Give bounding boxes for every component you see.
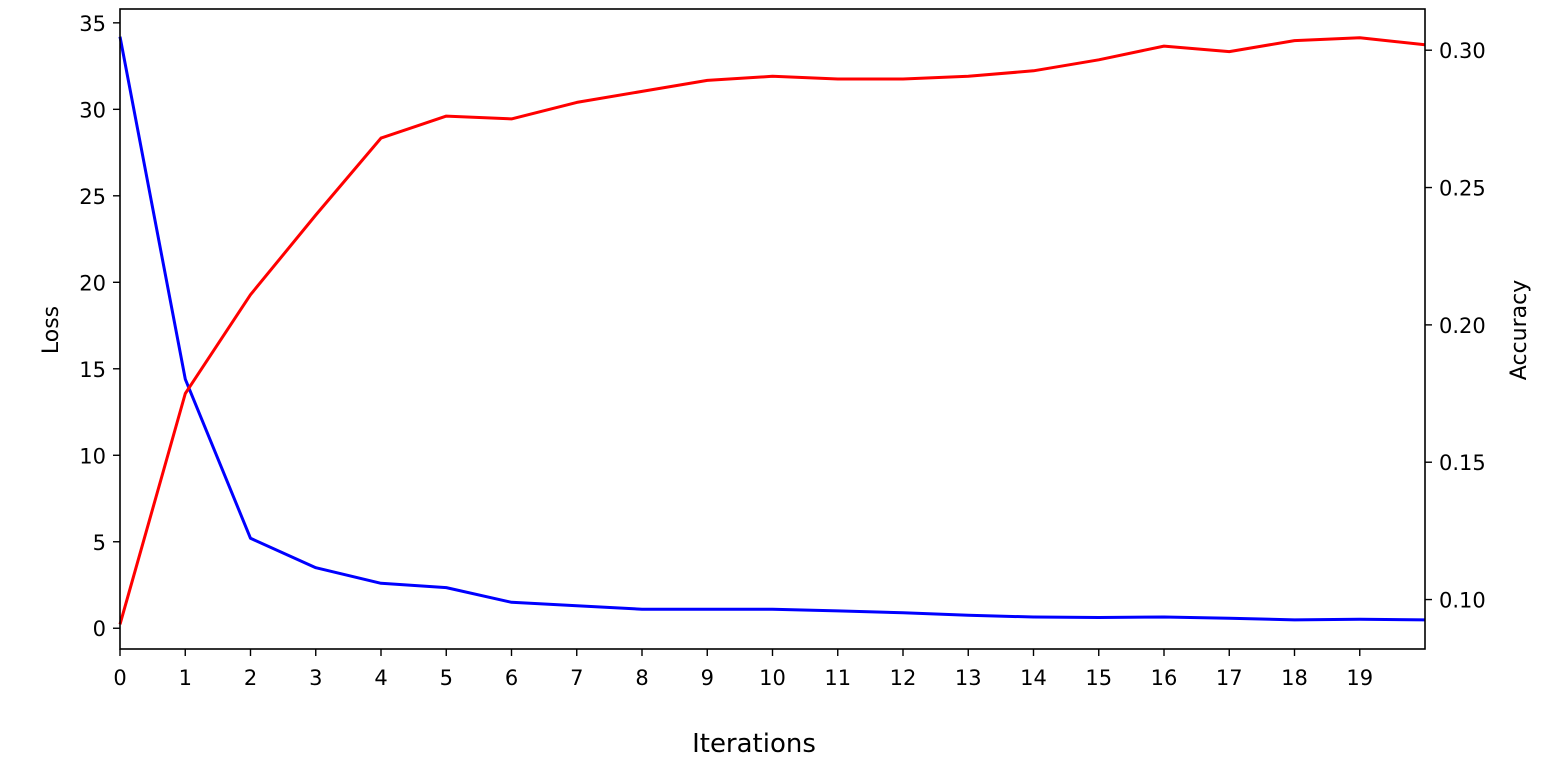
y-left-tick-label: 35	[79, 12, 106, 36]
y-left-tick-label: 20	[79, 271, 106, 295]
x-tick-label: 2	[244, 666, 257, 690]
x-tick-label: 17	[1216, 666, 1243, 690]
y-right-tick-label: 0.20	[1439, 314, 1486, 338]
y-left-tick-label: 25	[79, 185, 106, 209]
x-tick-label: 16	[1151, 666, 1178, 690]
y-right-tick-label: 0.25	[1439, 177, 1486, 201]
axes-layer: 0 1 2 3 4 5 6 7 8 9 10 11 12 13 14 15 16 17 18 190510152025…	[79, 8, 1486, 690]
y-axis-left-title: Loss	[39, 306, 64, 354]
x-tick-label: 3	[309, 666, 322, 690]
x-axis-title: Iterations	[692, 729, 816, 758]
y-right-tick-label: 0.15	[1439, 451, 1486, 475]
x-tick-label: 10	[759, 666, 786, 690]
y-axis-right-title: Accuracy	[1507, 280, 1532, 380]
x-tick-label: 18	[1281, 666, 1308, 690]
x-tick-label: 15	[1085, 666, 1112, 690]
y-right-tick-label: 0.10	[1439, 589, 1486, 613]
loss-line	[118, 36, 1426, 622]
y-left-tick-label: 15	[79, 358, 106, 382]
x-tick-label: 6	[505, 666, 518, 690]
accuracy-line	[118, 36, 1426, 625]
plot-frame	[119, 8, 1426, 650]
x-tick-label: 1	[179, 666, 192, 690]
x-tick-label: 5	[440, 666, 453, 690]
y-right-tick-label: 0.30	[1439, 39, 1486, 63]
y-left-tick-label: 30	[79, 98, 106, 122]
x-tick-label: 11	[824, 666, 851, 690]
x-tick-label: 0	[113, 666, 126, 690]
x-tick-label: 14	[1020, 666, 1047, 690]
x-tick-label: 12	[890, 666, 917, 690]
y-left-tick-label: 5	[93, 531, 106, 555]
x-tick-label: 4	[374, 666, 387, 690]
x-tick-label: 13	[955, 666, 982, 690]
x-tick-label: 19	[1346, 666, 1373, 690]
x-tick-label: 7	[570, 666, 583, 690]
x-tick-label: 8	[635, 666, 648, 690]
y-left-tick-label: 10	[79, 444, 106, 468]
plot-lines	[118, 36, 1426, 625]
x-tick-label: 9	[701, 666, 714, 690]
y-left-tick-label: 0	[93, 617, 106, 641]
